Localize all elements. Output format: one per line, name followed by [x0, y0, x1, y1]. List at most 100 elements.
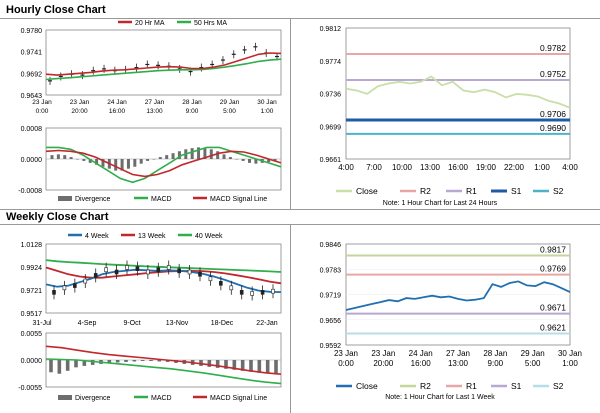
- weekly-price-candle: [219, 280, 223, 286]
- weekly-price-y-tick: 0.9517: [21, 311, 43, 318]
- weekly-pivot-x-tick: 23 Jan: [371, 349, 395, 358]
- weekly-price-candle: [52, 290, 56, 295]
- hourly-pivot-legend-label: S2: [553, 186, 564, 196]
- hourly-price-x-tick: 9:00: [186, 108, 199, 115]
- weekly-macd-y-tick: 0.0000: [21, 358, 43, 365]
- hourly-pivot-legend-label: R2: [420, 186, 431, 196]
- weekly-price-y-tick: 0.9721: [21, 288, 43, 295]
- hourly-divergence-bar: [75, 159, 79, 160]
- weekly-divergence-bar: [249, 360, 253, 372]
- legend-hourly-macd-label: MACD: [151, 196, 172, 203]
- hourly-pivot-x-tick: 10:00: [392, 163, 413, 172]
- weekly-price-candle: [250, 291, 254, 296]
- weekly-divergence-bar: [124, 360, 128, 362]
- weekly-pivot-x-tick: 27 Jan: [446, 349, 470, 358]
- section-divider-middle: [0, 209, 600, 210]
- hourly-pivot-x-tick: 4:00: [338, 163, 354, 172]
- weekly-price-candle: [208, 276, 213, 282]
- legend-weekly-divergence-swatch: [58, 395, 72, 400]
- hourly-price-plot-frame: [45, 29, 282, 96]
- weekly-price-candle: [135, 266, 140, 271]
- hourly-pivot-x-tick: 19:00: [476, 163, 497, 172]
- hourly-divergence-bar: [273, 159, 277, 161]
- weekly-divergence-bar: [257, 360, 262, 373]
- legend-weekly-divergence-label: Divergence: [75, 395, 111, 402]
- hourly-divergence-bar: [114, 159, 118, 171]
- weekly-pivot-x-tick: 24 Jan: [409, 349, 433, 358]
- hourly-pivot-note: Note: 1 Hour Chart for Last 24 Hours: [383, 200, 498, 207]
- hourly-divergence-bar: [50, 155, 54, 159]
- weekly-divergence-bar: [274, 360, 278, 374]
- weekly-divergence-bar: [240, 360, 245, 371]
- hourly-divergence-bar: [171, 153, 175, 159]
- weekly-pivot-x-tick: 28 Jan: [483, 349, 507, 358]
- hourly-pivot-x-tick: 13:00: [420, 163, 441, 172]
- hourly-price-x-tick: 20:00: [71, 108, 88, 115]
- column-divider-top: [290, 18, 291, 209]
- weekly-pivot-y-tick: 0.9846: [320, 242, 342, 249]
- hourly-divergence-bar: [235, 159, 239, 160]
- weekly-pivot-x-tick: 1:00: [562, 359, 578, 368]
- hourly-pivot-plot-frame: [345, 27, 571, 160]
- hourly-pivot-s2-value: 0.9690: [540, 123, 566, 133]
- weekly-price-x-tick: 13-Nov: [166, 320, 189, 327]
- hourly-pivot-x-tick: 16:00: [448, 163, 469, 172]
- weekly-price-candle: [239, 290, 244, 295]
- hourly-divergence-bar: [190, 148, 194, 159]
- hourly-50hr-ma-line: [45, 58, 282, 81]
- hourly-divergence-bar: [120, 159, 124, 171]
- weekly-divergence-bar: [107, 360, 112, 363]
- weekly-pivot-x-tick: 30 Jan: [558, 349, 582, 358]
- hourly-divergence-bar: [126, 159, 130, 169]
- weekly-price-x-tick: 18-Dec: [211, 320, 234, 327]
- weekly-divergence-bar: [90, 360, 95, 365]
- hourly-macd-y-tick: 0.0008: [21, 126, 43, 133]
- hourly-macd-y-tick: 0.0000: [21, 157, 43, 164]
- hourly-divergence-bar: [241, 159, 245, 161]
- legend-20hr-ma-label: 20 Hr MA: [135, 20, 165, 27]
- weekly-price-plot-frame: [45, 243, 282, 314]
- hourly-divergence-bar: [254, 159, 258, 164]
- weekly-divergence-bar: [157, 360, 162, 362]
- section-divider-top: [0, 18, 600, 19]
- weekly-pivot-r2-value: 0.9817: [540, 245, 566, 255]
- weekly-price-candle: [73, 283, 77, 288]
- legend-weekly-macd-label: MACD: [151, 395, 172, 402]
- hourly-divergence-bar: [56, 154, 60, 159]
- legend-hourly-divergence-label: Divergence: [75, 196, 111, 203]
- hourly-macd-y-tick: -0.0008: [18, 188, 42, 195]
- weekly-price-x-tick: 9-Oct: [123, 320, 140, 327]
- weekly-pivot-x-tick: 9:00: [488, 359, 504, 368]
- weekly-price-candle: [166, 265, 171, 270]
- weekly-pivot-x-tick: 16:00: [411, 359, 432, 368]
- weekly-pivot-x-tick: 23 Jan: [334, 349, 358, 358]
- hourly-divergence-bar: [165, 155, 169, 159]
- weekly-pivot-legend-label: R2: [420, 381, 431, 391]
- hourly-macd-line: [46, 146, 282, 184]
- hourly-divergence-bar: [152, 159, 156, 160]
- hourly-divergence-bar: [228, 157, 232, 159]
- weekly-divergence-bar: [49, 360, 53, 373]
- hourly-price-x-tick: 30 Jan: [257, 99, 277, 106]
- weekly-price-candle: [146, 269, 150, 275]
- weekly-divergence-bar: [115, 360, 120, 363]
- hourly-price-x-tick: 23 Jan: [32, 99, 52, 106]
- weekly-pivot-y-tick: 0.9783: [320, 267, 342, 274]
- hourly-price-x-tick: 29 Jan: [220, 99, 240, 106]
- hourly-pivot-y-tick: 0.9774: [320, 59, 342, 66]
- weekly-price-x-tick: 22-Jan: [256, 320, 278, 327]
- hourly-pivot-x-tick: 1:00: [534, 163, 550, 172]
- weekly-price-candle: [114, 269, 119, 275]
- weekly-pivot-x-tick: 5:00: [525, 359, 541, 368]
- weekly-price-candle: [198, 271, 202, 277]
- weekly-divergence-bar: [74, 360, 78, 368]
- weekly-price-candle: [104, 267, 108, 273]
- weekly-price-candle: [260, 290, 265, 295]
- hourly-pivot-y-tick: 0.9699: [320, 124, 342, 131]
- hourly-divergence-bar: [88, 159, 92, 163]
- weekly-divergence-bar: [57, 360, 62, 374]
- weekly-macd-y-tick: -0.0055: [18, 385, 42, 392]
- hourly-divergence-bar: [267, 159, 271, 163]
- hourly-price-x-tick: 1:00: [261, 108, 274, 115]
